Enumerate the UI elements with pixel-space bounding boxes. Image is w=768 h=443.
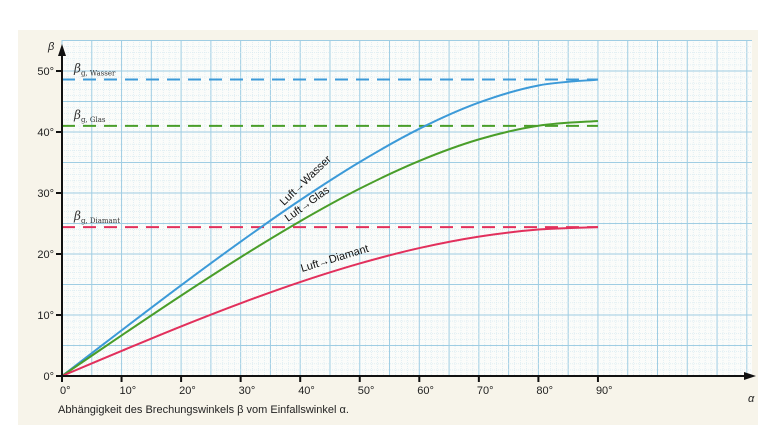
- curve-diamant: [61, 226, 598, 377]
- x-tick-label: 50°: [358, 385, 375, 397]
- x-axis-arrow-icon: [744, 372, 756, 380]
- y-tick-label: 20°: [37, 249, 54, 261]
- caption: Abhängigkeit des Brechungswinkels β vom …: [58, 404, 349, 416]
- curve-wasser: [61, 78, 599, 377]
- y-tick-label: 50°: [37, 66, 54, 78]
- grid: [61, 40, 752, 377]
- x-tick-label: 80°: [536, 385, 553, 397]
- x-tick-label: 60°: [417, 385, 434, 397]
- x-axis-label: α: [748, 393, 755, 405]
- y-axis-label: β: [47, 41, 55, 53]
- plot-area: [62, 40, 752, 376]
- x-tick-label: 90°: [596, 385, 613, 397]
- x-tick-label: 40°: [298, 385, 315, 397]
- x-tick-label: 10°: [120, 385, 137, 397]
- x-tick-label: 30°: [239, 385, 256, 397]
- x-tick-label: 0°: [60, 385, 71, 397]
- y-tick-label: 0°: [43, 371, 54, 383]
- axes: 0° 10° 20° 30° 40° 50° 60° 70° 80° 90° 0° 10° 20° 30°…: [37, 44, 756, 397]
- curve-glas: [61, 119, 599, 377]
- x-tick-label: 20°: [179, 385, 196, 397]
- y-tick-label: 30°: [37, 188, 54, 200]
- y-axis-arrow-icon: [58, 44, 66, 56]
- y-tick-label: 10°: [37, 310, 54, 322]
- x-tick-label: 70°: [477, 385, 494, 397]
- y-tick-label: 40°: [37, 127, 54, 139]
